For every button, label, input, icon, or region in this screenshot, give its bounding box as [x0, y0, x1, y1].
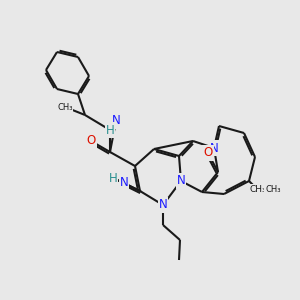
Text: CH₃: CH₃ [57, 103, 73, 112]
Text: CH₃: CH₃ [265, 185, 280, 194]
Text: N: N [112, 115, 120, 128]
Text: N: N [210, 142, 218, 154]
Text: O: O [203, 146, 213, 160]
Text: H: H [109, 172, 117, 184]
Text: CH₃: CH₃ [250, 185, 266, 194]
Text: N: N [120, 176, 128, 190]
Text: H: H [109, 172, 117, 184]
Text: N: N [159, 199, 167, 212]
Text: H: H [106, 124, 114, 136]
Text: N: N [177, 175, 185, 188]
Text: O: O [86, 134, 96, 148]
Text: H: H [106, 124, 114, 136]
